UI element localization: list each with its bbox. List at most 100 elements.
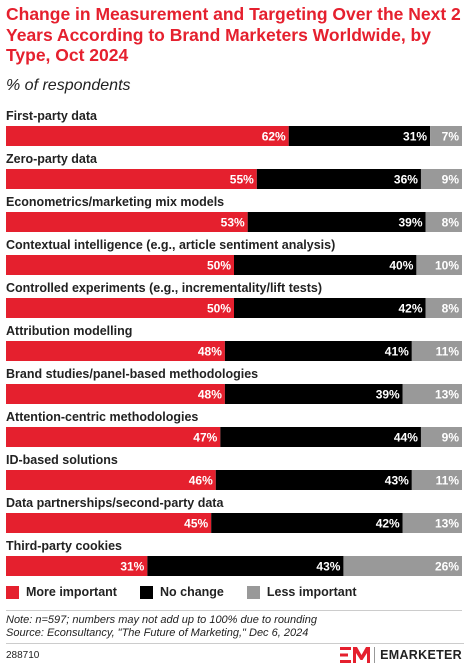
- legend-label-no-change: No change: [159, 585, 224, 599]
- data-label-less-important-controlled-experiments-e-g-incrementality-lift-tests: 8%: [442, 302, 460, 316]
- bar-no-change-attribution-modelling: [224, 341, 412, 361]
- data-label-less-important-id-based-solutions: 11%: [436, 474, 460, 488]
- bar-less-important-contextual-intelligence-e-g-article-sentiment-analysis: [416, 255, 462, 275]
- data-label-more-important-contextual-intelligence-e-g-article-sentiment-analysis: 50%: [207, 259, 231, 273]
- category-label-third-party-cookies: Third-party cookies: [6, 539, 122, 553]
- bar-no-change-third-party-cookies: [147, 556, 344, 576]
- bar-less-important-third-party-cookies: [343, 556, 462, 576]
- bar-less-important-zero-party-data: [420, 169, 462, 189]
- bar-no-change-first-party-data: [288, 126, 431, 146]
- data-label-less-important-attention-centric-methodologies: 9%: [442, 431, 460, 445]
- note-sample: Note: n=597; numbers may not add up to 1…: [6, 614, 317, 626]
- bar-less-important-id-based-solutions: [411, 470, 462, 490]
- data-label-more-important-econometrics-marketing-mix-models: 53%: [221, 216, 245, 230]
- data-label-less-important-first-party-data: 7%: [442, 130, 460, 144]
- category-label-data-partnerships-second-party-data: Data partnerships/second-party data: [6, 496, 224, 510]
- bar-less-important-attention-centric-methodologies: [420, 427, 462, 447]
- data-label-less-important-econometrics-marketing-mix-models: 8%: [442, 216, 460, 230]
- bar-more-important-contextual-intelligence-e-g-article-sentiment-analysis: [6, 255, 234, 275]
- chart-subtitle: % of respondents: [6, 77, 131, 94]
- legend-label-less-important: Less important: [266, 585, 357, 599]
- data-label-less-important-third-party-cookies: 26%: [435, 560, 459, 574]
- data-label-less-important-contextual-intelligence-e-g-article-sentiment-analysis: 10%: [435, 259, 459, 273]
- bar-more-important-attribution-modelling: [6, 341, 225, 361]
- category-label-attention-centric-methodologies: Attention-centric methodologies: [6, 410, 198, 424]
- legend-label-more-important: More important: [26, 585, 117, 599]
- chart-title: Change in Measurement and Targeting Over…: [6, 4, 461, 65]
- data-label-no-change-zero-party-data: 36%: [394, 173, 418, 187]
- data-label-more-important-controlled-experiments-e-g-incrementality-lift-tests: 50%: [207, 302, 231, 316]
- bar-more-important-id-based-solutions: [6, 470, 216, 490]
- note-source: Source: Econsultancy, "The Future of Mar…: [6, 627, 309, 639]
- data-label-no-change-third-party-cookies: 43%: [316, 560, 340, 574]
- bar-no-change-econometrics-marketing-mix-models: [247, 212, 426, 232]
- data-label-more-important-id-based-solutions: 46%: [189, 474, 213, 488]
- notes-divider: [6, 610, 462, 611]
- data-label-no-change-data-partnerships-second-party-data: 42%: [376, 517, 400, 531]
- bar-less-important-brand-studies-panel-based-methodologies: [402, 384, 462, 404]
- data-label-no-change-attention-centric-methodologies: 44%: [394, 431, 418, 445]
- bar-no-change-brand-studies-panel-based-methodologies: [224, 384, 403, 404]
- data-label-less-important-zero-party-data: 9%: [442, 173, 460, 187]
- bar-more-important-brand-studies-panel-based-methodologies: [6, 384, 225, 404]
- bar-more-important-econometrics-marketing-mix-models: [6, 212, 248, 232]
- data-label-no-change-attribution-modelling: 41%: [385, 345, 409, 359]
- data-label-less-important-data-partnerships-second-party-data: 13%: [435, 517, 459, 531]
- bar-less-important-data-partnerships-second-party-data: [402, 513, 462, 533]
- bar-no-change-attention-centric-methodologies: [220, 427, 421, 447]
- data-label-no-change-controlled-experiments-e-g-incrementality-lift-tests: 42%: [398, 302, 422, 316]
- data-label-more-important-first-party-data: 62%: [262, 130, 286, 144]
- chart-notes: Note: n=597; numbers may not add up to 1…: [6, 614, 317, 640]
- data-label-more-important-data-partnerships-second-party-data: 45%: [184, 517, 208, 531]
- bar-less-important-attribution-modelling: [411, 341, 462, 361]
- bar-more-important-first-party-data: [6, 126, 289, 146]
- legend-item-more-important: More important: [6, 585, 117, 599]
- bar-more-important-zero-party-data: [6, 169, 257, 189]
- bar-no-change-id-based-solutions: [215, 470, 412, 490]
- data-label-less-important-brand-studies-panel-based-methodologies: 13%: [435, 388, 459, 402]
- category-label-controlled-experiments-e-g-incrementality-lift-tests: Controlled experiments (e.g., incrementa…: [6, 281, 322, 295]
- category-label-contextual-intelligence-e-g-article-sentiment-analysis: Contextual intelligence (e.g., article s…: [6, 238, 335, 252]
- chart-footer: 288710 EMARKETER: [0, 640, 470, 668]
- stacked-bar-chart: First-party data 62% 31% 7% Zero-party data 5…: [6, 109, 462, 576]
- data-label-more-important-attention-centric-methodologies: 47%: [193, 431, 217, 445]
- bar-more-important-data-partnerships-second-party-data: [6, 513, 212, 533]
- category-label-attribution-modelling: Attribution modelling: [6, 324, 132, 338]
- chart-legend: More important No change Less important: [6, 584, 380, 600]
- legend-swatch-more-important: [6, 585, 19, 599]
- bar-less-important-first-party-data: [430, 126, 462, 146]
- data-label-no-change-first-party-data: 31%: [403, 130, 427, 144]
- legend-swatch-less-important: [246, 585, 260, 599]
- data-label-no-change-econometrics-marketing-mix-models: 39%: [398, 216, 422, 230]
- chart-id: 288710: [6, 650, 40, 661]
- brand-logo: EMARKETER: [340, 646, 462, 664]
- category-label-first-party-data: First-party data: [6, 109, 98, 123]
- bar-less-important-econometrics-marketing-mix-models: [425, 212, 462, 232]
- data-label-no-change-contextual-intelligence-e-g-article-sentiment-analysis: 40%: [389, 259, 413, 273]
- bar-no-change-data-partnerships-second-party-data: [211, 513, 403, 533]
- legend-item-less-important: Less important: [246, 585, 357, 599]
- bar-no-change-contextual-intelligence-e-g-article-sentiment-analysis: [234, 255, 417, 275]
- bar-more-important-attention-centric-methodologies: [6, 427, 221, 447]
- em-logo-icon: [340, 647, 371, 663]
- footer-divider: [6, 643, 464, 644]
- data-label-no-change-brand-studies-panel-based-methodologies: 39%: [376, 388, 400, 402]
- bar-no-change-zero-party-data: [256, 169, 421, 189]
- data-label-more-important-attribution-modelling: 48%: [198, 345, 222, 359]
- category-label-zero-party-data: Zero-party data: [6, 152, 98, 166]
- category-label-id-based-solutions: ID-based solutions: [6, 453, 118, 467]
- category-label-brand-studies-panel-based-methodologies: Brand studies/panel-based methodologies: [6, 367, 258, 381]
- legend-swatch-no-change: [139, 585, 153, 599]
- bar-more-important-third-party-cookies: [6, 556, 148, 576]
- data-label-less-important-attribution-modelling: 11%: [436, 345, 460, 359]
- data-label-no-change-id-based-solutions: 43%: [385, 474, 409, 488]
- data-label-more-important-zero-party-data: 55%: [230, 173, 254, 187]
- brand-divider: [374, 647, 376, 663]
- brand-name: EMARKETER: [380, 648, 462, 662]
- bar-more-important-controlled-experiments-e-g-incrementality-lift-tests: [6, 298, 234, 318]
- legend-item-no-change: No change: [139, 585, 224, 599]
- category-label-econometrics-marketing-mix-models: Econometrics/marketing mix models: [6, 195, 224, 209]
- data-label-more-important-third-party-cookies: 31%: [120, 560, 144, 574]
- bar-less-important-controlled-experiments-e-g-incrementality-lift-tests: [425, 298, 462, 318]
